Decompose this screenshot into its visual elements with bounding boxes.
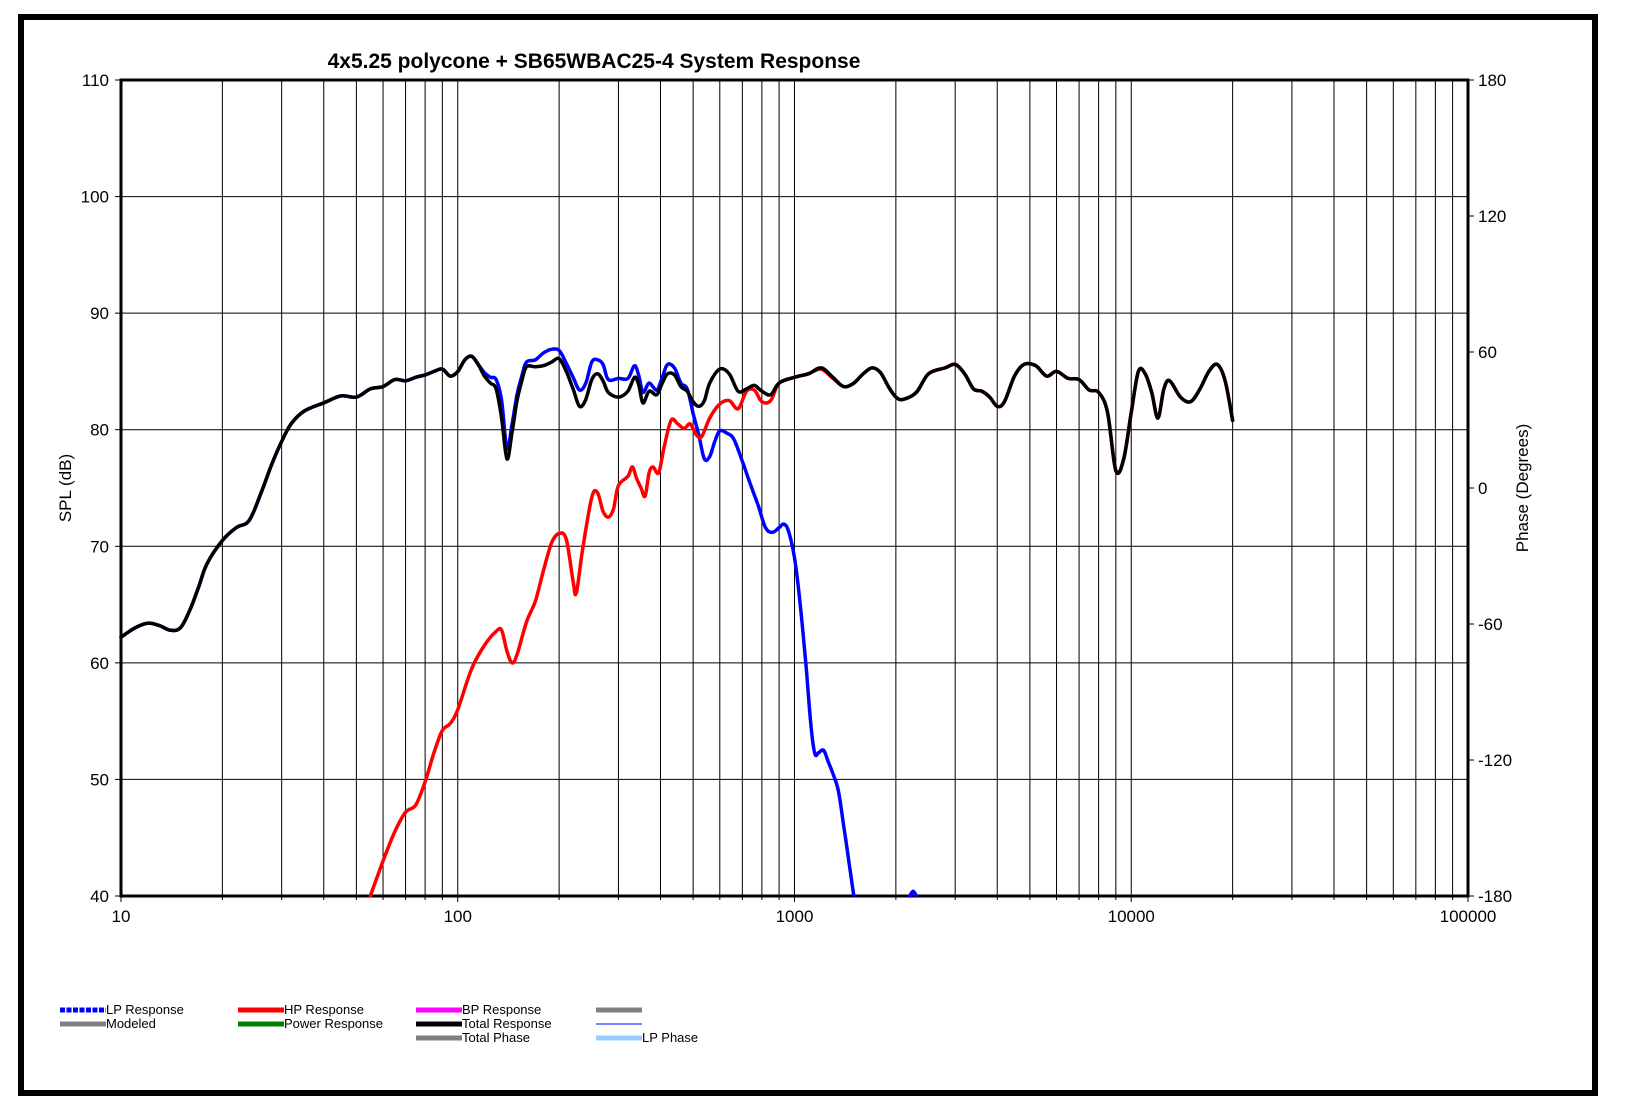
legend-label: Modeled: [106, 1016, 156, 1031]
chart-title: 4x5.25 polycone + SB65WBAC25-4 System Re…: [328, 50, 861, 73]
y-tick-label: 70: [90, 537, 109, 556]
x-tick-label: 10000: [1108, 907, 1155, 926]
series-total-response-line: [119, 354, 1235, 639]
y2-tick-label: -180: [1478, 887, 1512, 906]
chart-frame: 10 100 1000 10000 100000 40 50 60 70 80 90 100 110 -1…: [18, 14, 1598, 1096]
x-tick-label: 10: [112, 907, 131, 926]
legend-label: LP Phase: [642, 1030, 698, 1045]
legend-label: LP Response: [106, 1002, 184, 1017]
legend-label: Total Phase: [462, 1030, 530, 1045]
legend-label: Power Response: [284, 1016, 383, 1031]
series-lp-response-line: [908, 889, 919, 898]
y-tick-label: 80: [90, 421, 109, 440]
y-tick-label: 50: [90, 770, 109, 789]
y-tick-label: 100: [81, 188, 109, 207]
axis-ticks: 10 100 1000 10000 100000 40 50 60 70 80 90 100 110 -1…: [81, 71, 1512, 926]
grid-lines: [121, 80, 1468, 896]
y-tick-label: 90: [90, 304, 109, 323]
y-tick-label: 110: [82, 71, 109, 90]
y-tick-label: 40: [90, 887, 109, 906]
legend-label: HP Response: [284, 1002, 364, 1017]
legend-label: Total Response: [462, 1016, 552, 1031]
y2-tick-label: 180: [1478, 71, 1506, 90]
y-axis-label: SPL (dB): [56, 454, 75, 522]
y2-tick-label: -120: [1478, 751, 1512, 770]
legend-label: BP Response: [462, 1002, 541, 1017]
chart-svg: 10 100 1000 10000 100000 40 50 60 70 80 90 100 110 -1…: [56, 50, 1532, 1045]
y2-axis-label: Phase (Degrees): [1513, 424, 1532, 553]
y2-tick-label: -60: [1478, 615, 1503, 634]
x-tick-label: 1000: [776, 907, 814, 926]
y-tick-label: 60: [90, 654, 109, 673]
series-lp-response-line: [119, 347, 856, 898]
y2-tick-label: 60: [1478, 343, 1497, 362]
y2-tick-label: 0: [1478, 479, 1487, 498]
x-tick-label: 100: [444, 907, 472, 926]
y2-tick-label: 120: [1478, 207, 1506, 226]
x-tick-label: 100000: [1440, 907, 1497, 926]
series-group: [119, 347, 1235, 898]
